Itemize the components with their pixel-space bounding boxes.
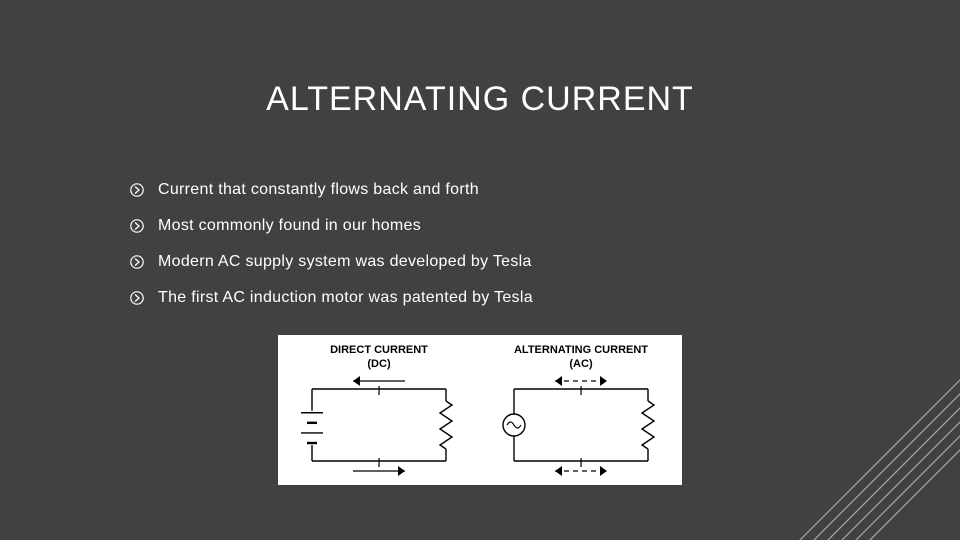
slide: ALTERNATING CURRENT Current that constan… bbox=[0, 0, 960, 540]
bullet-item: Current that constantly flows back and f… bbox=[130, 181, 960, 199]
circuit-diagram: DIRECT CURRENT (DC) I I ALTERNATING CURRENT (… bbox=[278, 335, 682, 485]
bullet-arrow-icon bbox=[130, 183, 144, 197]
svg-text:ALTERNATING CURRENT: ALTERNATING CURRENT bbox=[514, 344, 648, 356]
svg-text:I: I bbox=[579, 383, 583, 398]
svg-text:DIRECT CURRENT: DIRECT CURRENT bbox=[330, 344, 428, 356]
svg-text:I: I bbox=[377, 455, 381, 470]
bullet-arrow-icon bbox=[130, 291, 144, 305]
bullet-text: Modern AC supply system was developed by… bbox=[158, 253, 532, 271]
bullet-item: The first AC induction motor was patente… bbox=[130, 289, 960, 307]
svg-text:(DC): (DC) bbox=[367, 358, 391, 370]
decorative-diagonal-lines bbox=[730, 310, 960, 540]
bullet-item: Modern AC supply system was developed by… bbox=[130, 253, 960, 271]
bullet-arrow-icon bbox=[130, 219, 144, 233]
svg-text:I: I bbox=[579, 455, 583, 470]
bullet-list: Current that constantly flows back and f… bbox=[130, 181, 960, 307]
bullet-item: Most commonly found in our homes bbox=[130, 217, 960, 235]
slide-title: ALTERNATING CURRENT bbox=[0, 80, 960, 119]
bullet-text: The first AC induction motor was patente… bbox=[158, 289, 533, 307]
circuit-diagram-svg: DIRECT CURRENT (DC) I I ALTERNATING CURRENT (… bbox=[278, 335, 682, 485]
bullet-text: Current that constantly flows back and f… bbox=[158, 181, 479, 199]
bullet-text: Most commonly found in our homes bbox=[158, 217, 421, 235]
bullet-arrow-icon bbox=[130, 255, 144, 269]
svg-text:(AC): (AC) bbox=[569, 358, 593, 370]
svg-text:I: I bbox=[377, 383, 381, 398]
